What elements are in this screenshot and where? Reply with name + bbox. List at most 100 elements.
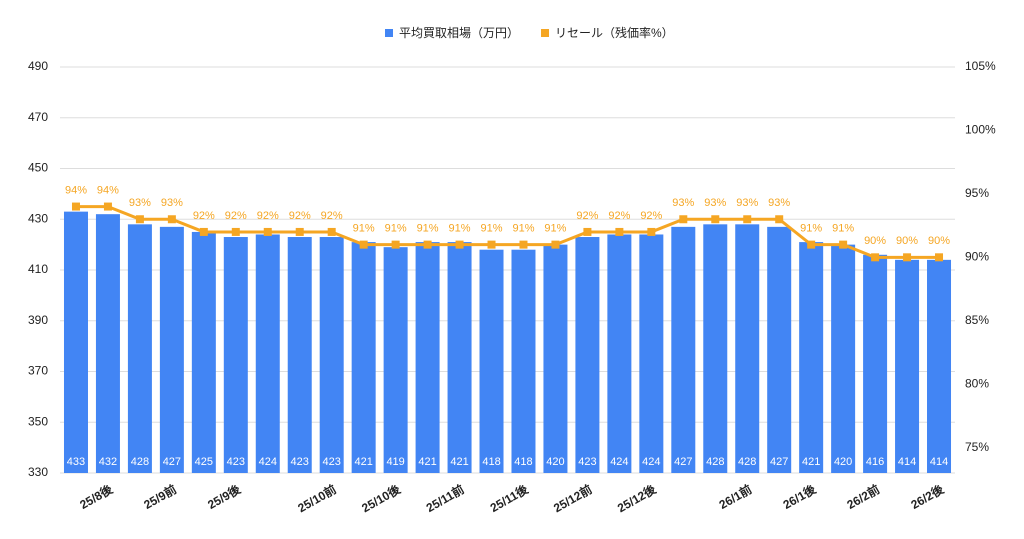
line-point (199, 227, 208, 236)
line-value-label: 93% (768, 197, 790, 209)
bar (863, 254, 888, 473)
line-point (423, 240, 432, 249)
y2-tick-label: 95% (965, 186, 989, 200)
line-value-label: 92% (257, 210, 279, 222)
bar (127, 224, 152, 473)
x-tick-label: 25/10後 (359, 481, 404, 516)
line-value-label: 92% (193, 210, 215, 222)
bar (799, 242, 824, 473)
legend-item: リセール（残価率%） (541, 25, 674, 40)
line-point (263, 227, 272, 236)
bar (479, 249, 504, 473)
bar (383, 247, 408, 473)
line-value-label: 92% (640, 210, 662, 222)
bar-value-label: 427 (163, 456, 181, 468)
line-point (615, 227, 624, 236)
legend-label: 平均買取相場（万円） (399, 26, 519, 40)
line-value-label: 93% (736, 197, 758, 209)
bar-value-label: 421 (802, 456, 820, 468)
x-tick-label: 25/12後 (615, 481, 660, 516)
line-point (903, 253, 912, 262)
line-point (71, 202, 80, 211)
bar-value-label: 414 (930, 456, 948, 468)
line-point (487, 240, 496, 249)
bar-value-label: 420 (546, 456, 564, 468)
line-value-label: 92% (321, 210, 343, 222)
line-point (583, 227, 592, 236)
line (75, 205, 940, 259)
bar-value-label: 424 (610, 456, 628, 468)
bar (319, 237, 344, 473)
bar (607, 234, 632, 473)
y2-tick-label: 105% (965, 59, 996, 73)
bar (927, 259, 952, 473)
x-tick-label: 26/2前 (844, 481, 882, 512)
line-value-label: 90% (864, 235, 886, 247)
bar (671, 226, 696, 473)
line-value-label: 90% (896, 235, 918, 247)
bar-value-label: 421 (418, 456, 436, 468)
line-point (135, 215, 144, 224)
line-point (295, 227, 304, 236)
line-value-label: 92% (576, 210, 598, 222)
bar (223, 237, 248, 473)
y-tick-label: 330 (28, 465, 48, 479)
line-value-label: 93% (161, 197, 183, 209)
bar-value-label: 423 (323, 456, 341, 468)
legend-swatch (541, 29, 550, 37)
y-tick-label: 350 (28, 414, 48, 428)
bar (895, 259, 920, 473)
bar-value-label: 427 (674, 456, 692, 468)
line-value-label: 91% (544, 223, 566, 235)
line-point (519, 240, 528, 249)
line-value-label: 92% (608, 210, 630, 222)
line-value-label: 91% (385, 223, 407, 235)
line-value-label: 93% (672, 197, 694, 209)
bar-value-label: 433 (67, 456, 85, 468)
y-tick-label: 410 (28, 262, 48, 276)
line-value-label: 91% (481, 223, 503, 235)
line-value-label: 92% (225, 210, 247, 222)
bar (95, 214, 120, 474)
bar (255, 234, 280, 473)
bar-value-label: 416 (866, 456, 884, 468)
legend-swatch (385, 29, 393, 37)
y2-tick-label: 75% (965, 440, 989, 454)
line-point (711, 215, 720, 224)
y-tick-label: 430 (28, 211, 48, 225)
x-tick-label: 26/1前 (716, 481, 754, 512)
y2-tick-label: 90% (965, 249, 989, 263)
bar (831, 244, 856, 473)
bar (287, 237, 312, 473)
bar-value-label: 425 (195, 456, 213, 468)
y2-tick-label: 100% (965, 123, 996, 137)
bar-value-label: 423 (227, 456, 245, 468)
line-point (935, 253, 944, 262)
line-point (391, 240, 400, 249)
line-value-label: 92% (289, 210, 311, 222)
line-point (871, 253, 880, 262)
x-tick-label: 25/9後 (205, 481, 244, 512)
line-value-label: 91% (353, 223, 375, 235)
y-tick-label: 470 (28, 110, 48, 124)
bar-value-label: 421 (450, 456, 468, 468)
y2-tick-label: 85% (965, 313, 989, 327)
x-tick-label: 26/2後 (908, 481, 947, 512)
x-tick-label: 25/10前 (295, 481, 339, 515)
bar-value-label: 428 (706, 456, 724, 468)
bar (543, 244, 568, 473)
bar (639, 234, 664, 473)
bar-value-label: 424 (259, 456, 277, 468)
line-point (551, 240, 560, 249)
bar-value-label: 421 (354, 456, 372, 468)
bar (159, 226, 184, 473)
bar-value-label: 428 (738, 456, 756, 468)
bar-value-label: 427 (770, 456, 788, 468)
bar (703, 224, 728, 473)
x-tick-label: 25/12前 (551, 481, 595, 515)
y-tick-label: 490 (28, 59, 48, 73)
y-tick-label: 390 (28, 313, 48, 327)
line-value-label: 91% (449, 223, 471, 235)
line-value-label: 91% (832, 223, 854, 235)
